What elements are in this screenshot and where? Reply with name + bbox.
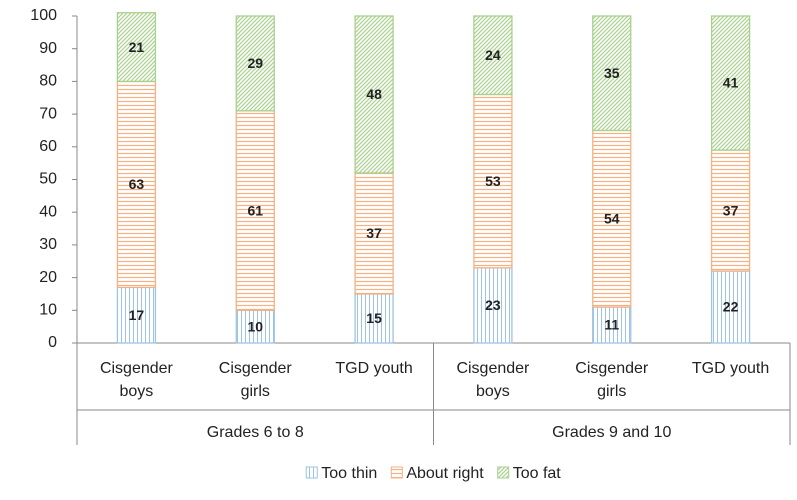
x-tick-label: TGD youth: [335, 360, 413, 377]
bar-segment: [354, 172, 394, 295]
y-tick-label: 30: [39, 236, 57, 253]
legend-label: Too thin: [321, 465, 377, 482]
y-tick-label: 70: [39, 105, 57, 122]
bar-segment: [235, 15, 275, 112]
data-label: 22: [723, 299, 739, 315]
data-label: 10: [247, 318, 263, 334]
y-tick-label: 0: [48, 334, 57, 351]
bar-segment: [235, 110, 275, 311]
y-tick-label: 90: [39, 40, 57, 57]
bar-segment: [592, 15, 632, 132]
data-label: 29: [247, 55, 263, 71]
data-label: 37: [723, 202, 739, 218]
data-label: 17: [129, 307, 145, 323]
x-tick-label: Cisgender girls: [575, 360, 649, 400]
bar-segment: [473, 267, 513, 344]
bar-segment: [592, 306, 632, 344]
bar-segment: [710, 149, 751, 272]
bar-segment: [235, 309, 275, 344]
data-label: 53: [485, 173, 501, 189]
legend-label: About right: [406, 465, 484, 482]
data-label: 48: [366, 86, 382, 102]
group-label: Grades 6 to 8: [207, 424, 304, 441]
legend-swatch: [390, 466, 403, 479]
data-label: 23: [485, 297, 501, 313]
x-tick-label: Cisgender boys: [456, 360, 530, 400]
y-tick-label: 100: [30, 7, 57, 24]
bar-segment: [710, 270, 751, 344]
bar-segment: [710, 15, 751, 151]
y-tick-label: 80: [39, 73, 57, 90]
bar-segment: [116, 12, 157, 83]
data-label: 54: [604, 210, 620, 226]
data-label: 24: [485, 47, 501, 63]
y-tick-label: 40: [39, 203, 57, 220]
data-label: 11: [604, 317, 619, 333]
data-label: 21: [129, 39, 145, 55]
legend-swatch: [497, 466, 510, 479]
y-tick-label: 10: [39, 302, 57, 319]
y-tick-label: 50: [39, 171, 57, 188]
y-tick-label: 20: [39, 269, 57, 286]
legend-label: Too fat: [513, 465, 562, 482]
group-label: Grades 9 and 10: [552, 424, 671, 441]
legend-swatch: [305, 466, 318, 479]
bar-segment: [116, 80, 157, 289]
data-label: 61: [247, 202, 263, 218]
x-tick-label: TGD youth: [691, 360, 770, 377]
data-label: 41: [723, 75, 739, 91]
data-label: 15: [366, 310, 382, 326]
bar-segment: [116, 286, 157, 344]
bar-segment: [354, 15, 394, 174]
bar-segment: [592, 129, 632, 308]
x-tick-label: Cisgender girls: [218, 360, 292, 400]
data-label: 37: [366, 225, 382, 241]
data-label: 35: [604, 65, 620, 81]
bar-segment: [473, 15, 513, 96]
y-tick-label: 60: [39, 138, 57, 155]
x-tick-label: Cisgender boys: [99, 360, 173, 400]
data-label: 63: [129, 176, 145, 192]
bar-segment: [354, 293, 394, 344]
